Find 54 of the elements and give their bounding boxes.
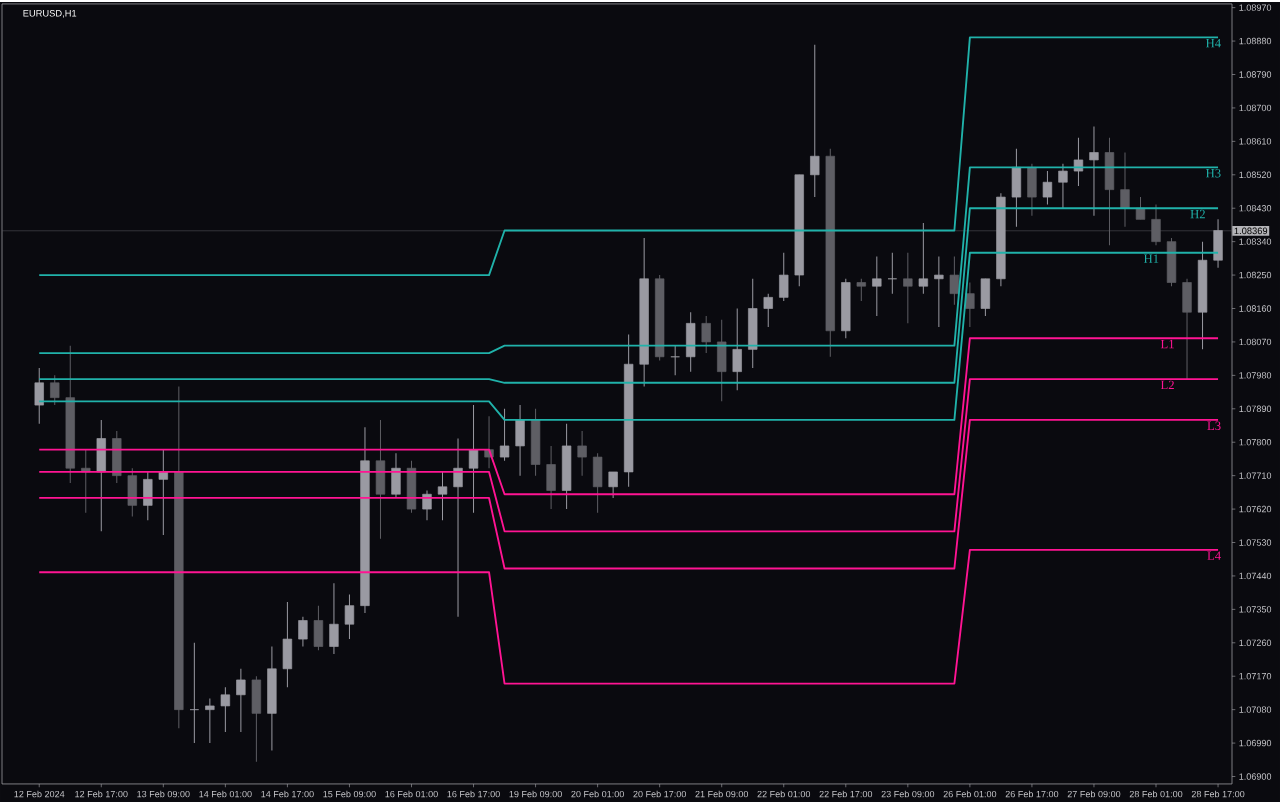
y-tick-label: 1.07530: [1239, 539, 1272, 546]
series-label: L3: [1207, 421, 1221, 431]
y-tick-label: 1.07440: [1239, 572, 1272, 580]
ref-line-label: 1.08369: [1234, 227, 1268, 235]
y-tick-label: 1.07620: [1239, 505, 1272, 513]
y-tick-label: 1.06990: [1239, 739, 1272, 747]
y-tick-label: 1.07800: [1239, 439, 1272, 446]
series-label: L4: [1207, 551, 1221, 560]
series-label: L1: [1160, 339, 1174, 349]
y-tick-label: 1.07710: [1239, 472, 1272, 479]
x-tick-label: 27 Feb 09:00: [1067, 790, 1121, 798]
y-tick-label: 1.07260: [1239, 639, 1272, 647]
x-tick-label: 14 Feb 17:00: [261, 790, 314, 798]
series-label: H4: [1205, 38, 1221, 48]
y-tick-label: 1.07980: [1239, 372, 1272, 379]
y-tick-label: 1.07170: [1239, 673, 1272, 680]
x-tick-label: 14 Feb 01:00: [199, 790, 252, 798]
y-tick-label: 1.08520: [1239, 171, 1272, 179]
y-tick-label: 1.08700: [1239, 104, 1272, 112]
y-tick-label: 1.08970: [1239, 4, 1272, 11]
x-tick-label: 19 Feb 09:00: [509, 790, 562, 798]
y-tick-label: 1.08250: [1239, 271, 1272, 279]
y-tick-label: 1.08790: [1239, 71, 1272, 78]
series-label: L2: [1160, 380, 1174, 390]
y-tick-label: 1.08430: [1239, 205, 1272, 212]
x-tick-label: 23 Feb 09:00: [881, 790, 935, 798]
x-tick-label: 22 Feb 17:00: [819, 790, 873, 798]
y-tick-label: 1.07080: [1239, 706, 1272, 713]
x-tick-label: 28 Feb 17:00: [1191, 790, 1245, 798]
y-tick-label: 1.07350: [1239, 606, 1272, 613]
series-label: H3: [1205, 169, 1221, 178]
x-tick-label: 12 Feb 17:00: [75, 790, 128, 798]
x-tick-label: 15 Feb 09:00: [323, 790, 376, 798]
x-tick-label: 21 Feb 09:00: [695, 790, 749, 798]
x-tick-label: 20 Feb 17:00: [633, 790, 687, 798]
y-tick-label: 1.06900: [1239, 773, 1272, 780]
x-tick-label: 20 Feb 01:00: [571, 790, 624, 798]
x-tick-label: 26 Feb 01:00: [943, 790, 997, 798]
y-tick-label: 1.08160: [1239, 305, 1272, 312]
text: EURUSD,H1: [23, 10, 77, 18]
x-tick-label: 12 Feb 2024: [14, 790, 65, 798]
x-tick-label: 16 Feb 17:00: [447, 790, 500, 798]
x-tick-label: 26 Feb 17:00: [1005, 790, 1059, 798]
x-tick-label: 22 Feb 01:00: [757, 790, 811, 798]
y-tick-label: 1.08070: [1239, 338, 1272, 346]
y-tick-label: 1.08340: [1239, 238, 1272, 245]
x-tick-label: 13 Feb 09:00: [137, 790, 190, 798]
y-tick-label: 1.08880: [1239, 37, 1272, 45]
series-label: H2: [1190, 209, 1205, 219]
x-tick-label: 16 Feb 01:00: [385, 790, 438, 798]
x-tick-label: 28 Feb 01:00: [1129, 790, 1183, 798]
y-tick-label: 1.08610: [1239, 138, 1272, 145]
series-label: H1: [1143, 254, 1159, 263]
y-tick-label: 1.07890: [1239, 405, 1272, 413]
